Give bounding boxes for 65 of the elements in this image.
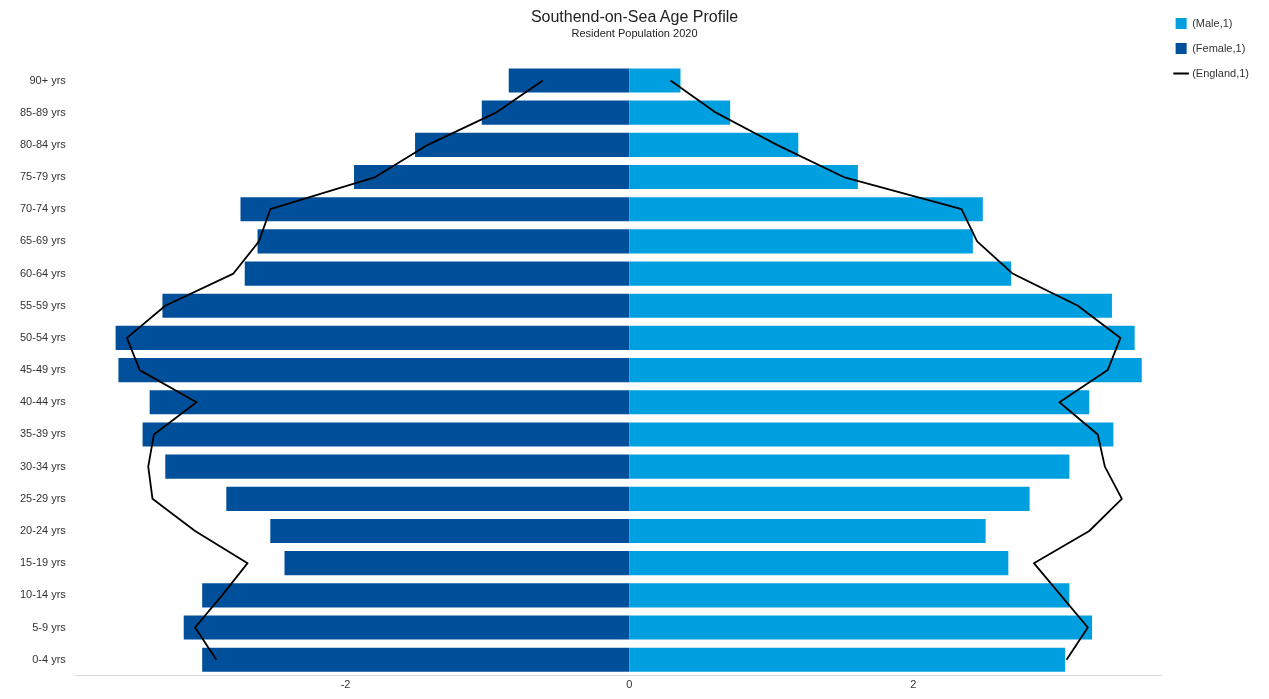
y-tick-label: 55-59 yrs (19, 298, 67, 311)
bar (240, 197, 630, 222)
bar (629, 551, 1009, 576)
y-tick-label: 5-9 yrs (32, 620, 67, 633)
bar (629, 325, 1135, 350)
y-tick-label: 20-24 yrs (19, 524, 67, 537)
chart-title: Southend-on-Sea Age Profile (530, 8, 739, 26)
bar (202, 647, 630, 672)
legend-label: (Female,1) (1192, 41, 1246, 54)
bar (508, 68, 630, 93)
legend-label: (Male,1) (1192, 16, 1233, 29)
bar (629, 390, 1090, 415)
x-tick-label: 2 (910, 678, 917, 691)
bar (629, 132, 799, 157)
bar (629, 68, 681, 93)
bar (629, 261, 1012, 286)
bar (202, 583, 630, 608)
bar (481, 100, 630, 125)
bar (629, 197, 983, 222)
y-tick-label: 35-39 yrs (19, 427, 67, 440)
y-tick-label: 30-34 yrs (19, 459, 67, 472)
bar (629, 100, 731, 125)
bar (118, 358, 630, 383)
bar (629, 486, 1030, 511)
y-tick-label: 75-79 yrs (19, 170, 67, 183)
bar (183, 615, 630, 640)
bar (629, 454, 1070, 479)
x-tick-label: 0 (626, 678, 633, 691)
y-tick-label: 85-89 yrs (19, 105, 67, 118)
x-tick-label: -2 (340, 678, 351, 691)
y-tick-label: 15-19 yrs (19, 556, 67, 569)
bar (629, 615, 1093, 640)
bar (162, 293, 630, 318)
y-tick-label: 70-74 yrs (19, 202, 67, 215)
bar (270, 518, 630, 544)
bar (244, 261, 630, 286)
bar (354, 164, 630, 190)
y-tick-label: 50-54 yrs (19, 330, 67, 343)
bar (629, 583, 1070, 608)
bar (629, 164, 858, 190)
y-tick-label: 0-4 yrs (32, 652, 67, 665)
y-tick-label: 90+ yrs (29, 73, 67, 86)
legend-label: (England,1) (1192, 66, 1250, 79)
y-tick-label: 45-49 yrs (19, 363, 67, 376)
bar (115, 325, 630, 350)
bar (149, 390, 630, 415)
y-tick-label: 40-44 yrs (19, 395, 67, 408)
bar (629, 358, 1142, 383)
bar (629, 422, 1114, 447)
bar (142, 422, 630, 447)
y-tick-label: 25-29 yrs (19, 491, 67, 504)
bar (257, 229, 630, 254)
bar (226, 486, 630, 511)
bar (165, 454, 630, 479)
y-tick-label: 65-69 yrs (19, 234, 67, 247)
chart-subtitle: Resident Population 2020 (571, 26, 698, 39)
bar (415, 132, 630, 157)
y-tick-label: 80-84 yrs (19, 137, 67, 150)
bar (629, 518, 986, 544)
y-tick-label: 10-14 yrs (19, 588, 67, 601)
y-tick-label: 60-64 yrs (19, 266, 67, 279)
bar (284, 551, 630, 576)
bar (629, 647, 1066, 672)
bar (629, 229, 973, 254)
bar (629, 293, 1112, 318)
